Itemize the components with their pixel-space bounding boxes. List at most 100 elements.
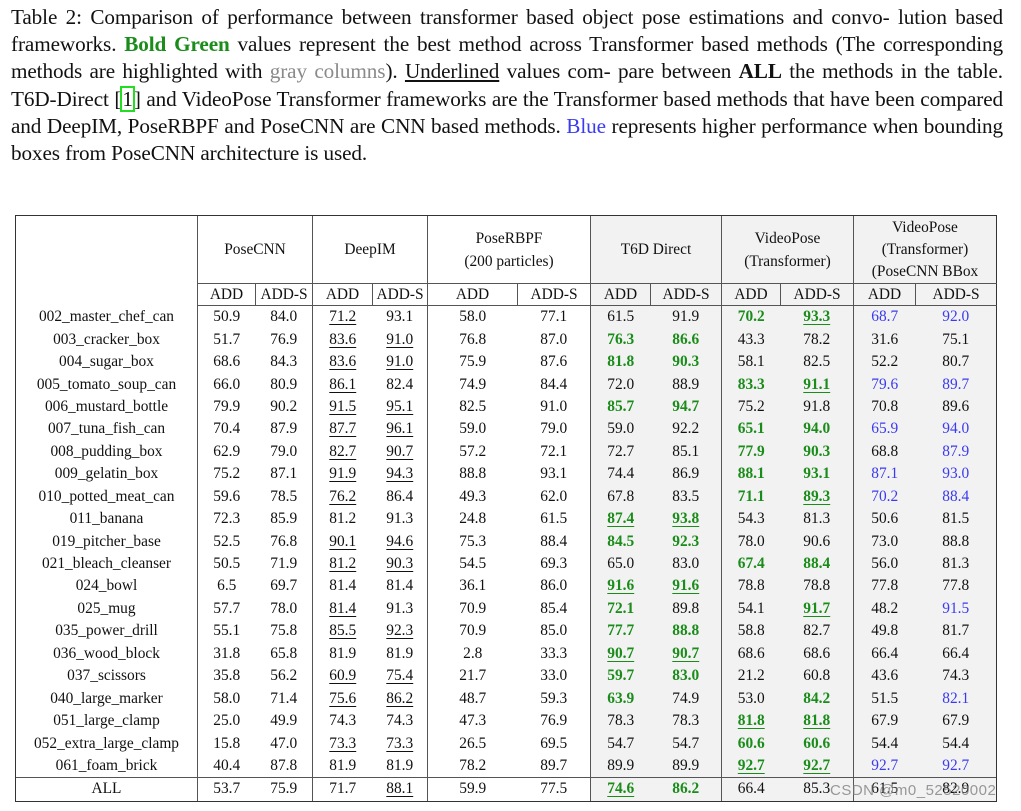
- metric-value: 50.6: [853, 507, 916, 531]
- metric-value: 87.6: [540, 353, 568, 371]
- metric-value: 67.4: [721, 552, 781, 576]
- table-row: 010_potted_meat_can 59.6 78.5 76.2 86.4 49.3 6…: [15, 485, 997, 508]
- metric-value: 43.3: [721, 328, 781, 351]
- metric-value: 92.7: [721, 754, 781, 778]
- metric-value: 88.4: [915, 485, 997, 508]
- citation-link[interactable]: 1: [120, 85, 135, 112]
- metric-value: 94.3: [386, 465, 414, 483]
- metric-value: 93.1: [540, 465, 568, 483]
- table-row: 019_pitcher_base 52.5 76.8 90.1 94.6 75.3 88.4…: [15, 530, 997, 553]
- metric-value: 81.3: [915, 552, 997, 576]
- metric-value: 54.5: [427, 552, 518, 576]
- metric-value: 94.0: [780, 418, 854, 441]
- metric-value: 70.4: [197, 418, 256, 441]
- metric-value: 66.4: [853, 642, 916, 665]
- caption-text: values com- pare between: [499, 59, 739, 84]
- metric-value: 65.9: [853, 418, 916, 441]
- metric-value: 65.1: [721, 418, 781, 441]
- metric-value: 75.4: [386, 667, 414, 685]
- metric-value: 91.0: [386, 330, 414, 348]
- metric-value: 78.2: [780, 328, 854, 351]
- metric-value: 75.2: [721, 395, 781, 419]
- table-row: 003_cracker_box 51.7 76.9 83.6 91.0 76.8 87.0 7…: [15, 328, 997, 351]
- metric-value: 93.8: [650, 507, 722, 531]
- metric-value: 78.5: [270, 487, 298, 505]
- metric-value: 87.1: [853, 463, 916, 486]
- metric-header: ADD: [721, 283, 781, 306]
- metric-value: 86.9: [650, 463, 722, 486]
- metric-value: 92.2: [650, 418, 722, 441]
- metric-value: 54.7: [590, 732, 651, 755]
- metric-value: 76.9: [540, 712, 568, 730]
- metric-value: 21.7: [427, 665, 518, 688]
- metric-value: 49.9: [270, 712, 298, 730]
- metric-value: 81.4: [312, 575, 373, 598]
- metric-value: 84.0: [270, 308, 298, 326]
- metric-value: 81.9: [312, 754, 373, 778]
- metric-value: 91.5: [312, 395, 373, 419]
- metric-value: 75.2: [197, 463, 256, 486]
- caption-underline-label: Underlined: [404, 59, 500, 84]
- metric-value: 87.9: [270, 420, 298, 438]
- metric-value: 59.0: [427, 418, 518, 441]
- metric-value: 81.2: [312, 507, 373, 531]
- metric-value: 91.0: [386, 353, 414, 371]
- metric-value: 77.7: [590, 620, 651, 643]
- metric-value: 58.0: [197, 687, 256, 710]
- table-row: 009_gelatin_box 75.2 87.1 91.9 94.3 88.8 93.1 7…: [15, 463, 997, 486]
- caption-bold-label: ALL: [738, 59, 782, 84]
- metric-value: 49.3: [427, 485, 518, 508]
- object-name: 061_foam_brick: [15, 754, 198, 778]
- table-row: 004_sugar_box 68.6 84.3 83.6 91.0 75.9 87.6 81.…: [15, 350, 997, 374]
- metric-value: 90.3: [780, 440, 854, 464]
- metric-value: 91.8: [780, 395, 854, 419]
- object-name: 011_banana: [15, 507, 198, 531]
- metric-value: 68.6: [721, 642, 781, 665]
- metric-value: 83.5: [650, 485, 722, 508]
- metric-value: 70.2: [853, 485, 916, 508]
- metric-value: 60.6: [780, 732, 854, 755]
- watermark: CSDN @m0_52520002: [830, 782, 997, 799]
- metric-value: 92.7: [780, 754, 854, 778]
- table-row: 024_bowl 6.5 69.7 81.4 81.4 36.1 86.0 91.6 91.6 7…: [15, 575, 997, 598]
- metric-value: 90.6: [780, 530, 854, 553]
- table-row: 052_extra_large_clamp 15.8 47.0 73.3 73.3 26.…: [15, 732, 997, 755]
- object-name: 036_wood_block: [15, 642, 198, 665]
- metric-value: 70.9: [427, 597, 518, 621]
- method-header: DeepIM: [312, 215, 428, 284]
- metric-value: 84.2: [780, 687, 854, 710]
- metric-value: 31.8: [197, 642, 256, 665]
- metric-value: 81.7: [915, 620, 997, 643]
- metric-value: 74.3: [915, 665, 997, 688]
- metric-value: 58.8: [721, 620, 781, 643]
- metric-value: 65.8: [270, 644, 298, 662]
- metric-value: 63.9: [590, 687, 651, 710]
- metric-value: 91.3: [386, 510, 414, 528]
- metric-value: 52.2: [853, 350, 916, 374]
- metric-value: 78.0: [270, 599, 298, 617]
- metric-value: 76.8: [427, 328, 518, 351]
- metric-value: 93.3: [780, 305, 854, 329]
- metric-value: 54.7: [650, 732, 722, 755]
- object-name: 021_bleach_cleanser: [15, 552, 198, 576]
- metric-value: 69.5: [540, 734, 568, 752]
- metric-value: 60.8: [780, 665, 854, 688]
- metric-value: 62.9: [197, 440, 256, 464]
- method-header: VideoPose (Transformer): [721, 215, 854, 284]
- metric-value: 81.9: [312, 642, 373, 665]
- caption-gray-label: gray columns: [269, 59, 386, 84]
- metric-value: 90.2: [270, 397, 298, 415]
- table-row: 035_power_drill 55.1 75.8 85.5 92.3 70.9 85.0 7…: [15, 620, 997, 643]
- metric-value: 91.0: [540, 397, 568, 415]
- metric-value: 84.5: [590, 530, 651, 553]
- metric-value: 72.7: [590, 440, 651, 464]
- metric-value: 43.6: [853, 665, 916, 688]
- metric-value: 59.3: [540, 689, 568, 707]
- metric-value: 81.5: [915, 507, 997, 531]
- metric-value: 95.1: [386, 397, 414, 415]
- metric-header: ADD: [197, 283, 256, 306]
- metric-value: 88.4: [780, 552, 854, 576]
- metric-value: 85.4: [540, 599, 568, 617]
- metric-value: 57.2: [427, 440, 518, 464]
- metric-value: 93.0: [915, 463, 997, 486]
